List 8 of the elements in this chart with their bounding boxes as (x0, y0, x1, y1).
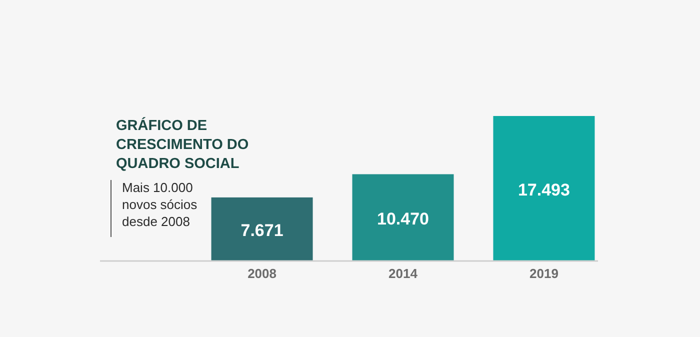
data-label: 17.493 (518, 180, 570, 200)
text: GRÁFICO DE CRESCIMENTO DO QUADRO SOCIAL (116, 117, 249, 172)
x-tick-label: 2014 (388, 266, 418, 281)
x-tick-label: 2008 (248, 266, 276, 281)
annotation: Mais 10.000 novos sócios desde 2008 (122, 180, 198, 229)
data-label: 10.470 (377, 210, 429, 229)
x-tick-label: 2019 (530, 266, 558, 281)
data-label: 7.671 (240, 221, 284, 240)
